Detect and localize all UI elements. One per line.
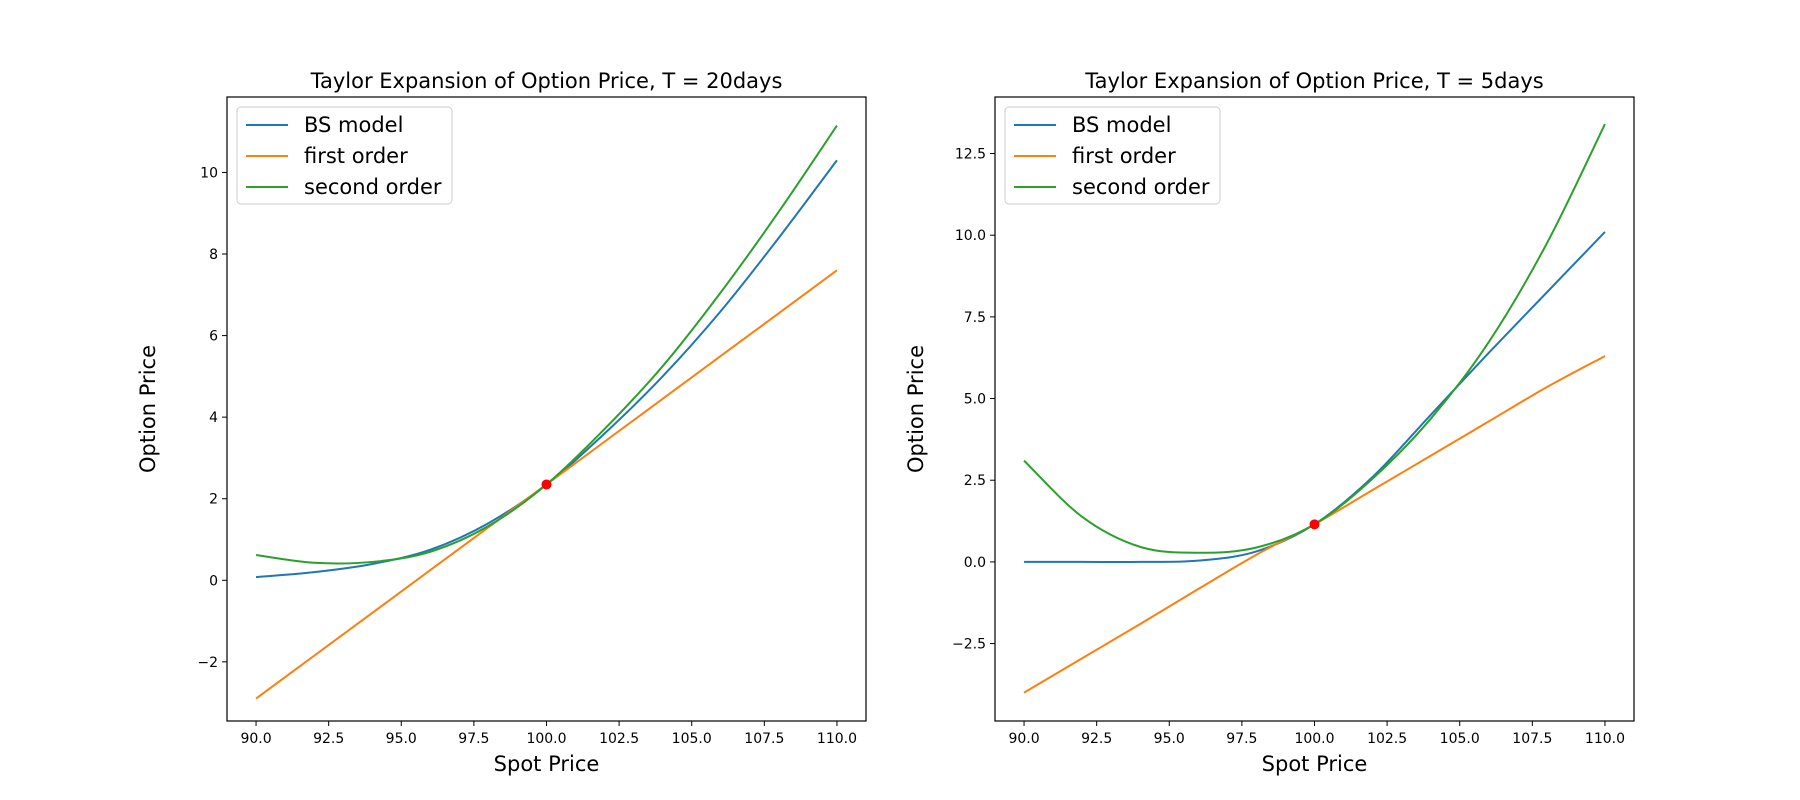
legend-box [236,106,453,205]
x-tick-label: 95.0 [386,731,417,747]
y-tick-label: 4 [209,410,218,426]
series-line-second-order [1023,123,1606,554]
x-tick-label: 105.0 [1440,731,1480,747]
legend-box [1004,106,1221,205]
y-tick-label: 6 [209,329,218,345]
x-tick-label: 110.0 [817,731,857,747]
x-tick-label: 107.5 [1512,731,1552,747]
x-tick-label: 105.0 [672,731,712,747]
x-axis-label: Spot Price [494,752,600,776]
x-tick-label: 90.0 [1008,731,1039,747]
chart-2: Taylor Expansion of Option Price, T = 5d… [904,69,1635,776]
x-tick-label: 110.0 [1585,731,1625,747]
y-tick-label: 5.0 [964,392,986,408]
y-tick-label: 10 [200,165,218,181]
expansion-point-marker [541,479,552,490]
x-tick-label: 102.5 [599,731,639,747]
x-tick-label: 95.0 [1154,731,1185,747]
legend-entry-first-order: first order [1072,144,1176,168]
series-line-second-order [255,124,838,565]
y-tick-label: 2.5 [964,473,986,489]
y-tick-label: 2 [209,492,218,508]
legend-entry-second-order: second order [304,175,442,199]
y-tick-label: 10.0 [955,228,986,244]
y-tick-label: 0.0 [964,555,986,571]
y-tick-label: −2.5 [952,637,986,653]
x-tick-label: 100.0 [526,731,566,747]
y-axis-label: Option Price [904,345,928,473]
x-tick-label: 102.5 [1367,731,1407,747]
series-line-bs-model [1024,231,1606,563]
legend-entry-first-order: first order [304,144,408,168]
legend-entry-second-order: second order [1072,175,1210,199]
chart-title: Taylor Expansion of Option Price, T = 20… [310,69,783,93]
x-tick-label: 92.5 [1081,731,1112,747]
y-tick-label: −2 [197,655,218,671]
y-tick-label: 12.5 [955,147,986,163]
y-tick-label: 8 [209,247,218,263]
legend: BS model first order second order [236,106,453,205]
x-tick-label: 100.0 [1294,731,1334,747]
y-tick-label: 7.5 [964,310,986,326]
x-tick-label: 97.5 [1226,731,1257,747]
chart-1: Taylor Expansion of Option Price, T = 20… [136,69,867,776]
x-tick-label: 97.5 [458,731,489,747]
x-tick-label: 107.5 [744,731,784,747]
x-axis-label: Spot Price [1262,752,1368,776]
legend-entry-bs-model: BS model [1072,113,1171,137]
x-tick-label: 92.5 [313,731,344,747]
legend: BS model first order second order [1004,106,1221,205]
series-line-bs-model [255,159,838,579]
y-axis-label: Option Price [136,345,160,473]
expansion-point-marker [1309,519,1320,530]
y-tick-label: 0 [209,573,218,589]
legend-entry-bs-model: BS model [304,113,403,137]
x-tick-label: 90.0 [240,731,271,747]
chart-title: Taylor Expansion of Option Price, T = 5d… [1084,69,1543,93]
